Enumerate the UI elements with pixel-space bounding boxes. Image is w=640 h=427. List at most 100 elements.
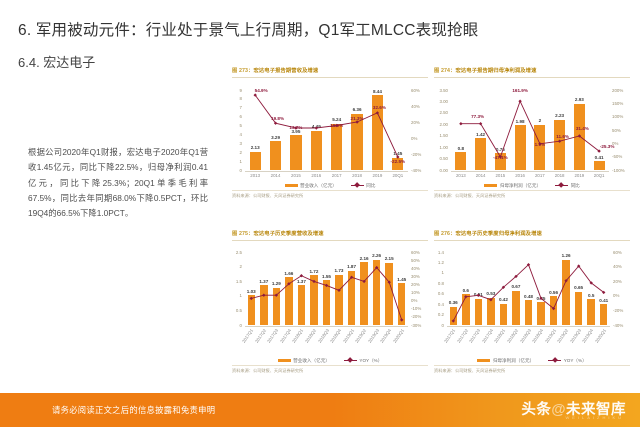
bar-value-label: 6.36: [352, 107, 362, 113]
y-axis-tick-left: 1: [239, 158, 242, 164]
legend-line-swatch-icon: [350, 184, 364, 187]
y-axis-tick-left: 1.00: [439, 144, 448, 150]
bar-value-label: 2.13: [250, 145, 260, 151]
bar: [322, 280, 331, 326]
y-axis-tick-right: -100%: [612, 167, 625, 173]
figure-title: 宏达电子报告期归母净利润及增速: [455, 68, 537, 74]
y-axis-tick-left: 8: [239, 96, 242, 102]
bar: [514, 125, 526, 171]
figure-number: 图 275：: [232, 231, 254, 237]
line-value-label: 54.9%: [254, 87, 268, 93]
x-axis-tick: 2013: [250, 173, 261, 178]
x-axis-tick: 2017: [534, 173, 545, 178]
bar-value-label: 1.45: [397, 276, 407, 282]
bar-value-label: 0.67: [511, 284, 521, 290]
x-axis-tick: 2018: [352, 173, 362, 178]
y-axis-tick-left: 1.4: [437, 249, 444, 255]
x-axis-tick: 2016: [515, 173, 526, 178]
bar: [392, 157, 404, 171]
bar-value-label: 2.16: [359, 255, 369, 261]
bar: [549, 296, 558, 326]
figure-number: 图 273：: [232, 68, 254, 74]
y-axis-tick-right: 10%: [411, 290, 420, 296]
y-axis-tick-right: 60%: [613, 249, 622, 255]
body-paragraph: 根据公司2020年Q1财报，宏达电子2020年Q1营收1.45亿元，同比下降22…: [28, 147, 208, 219]
bar-value-label: 0.76: [495, 146, 505, 152]
trend-line: [249, 265, 404, 322]
line-value-label: 11.6%: [556, 133, 570, 139]
legend-item-bar: 归母净利润（亿元）: [484, 183, 541, 189]
bar-value-label: 1.26: [561, 253, 571, 259]
y-axis-tick-left: 2.00: [439, 121, 448, 127]
y-axis-tick-right: 50%: [411, 257, 420, 263]
bar-value-label: 2.23: [555, 113, 565, 119]
x-axis-tick: 2014: [270, 173, 281, 178]
y-axis-tick-left: 0.00: [439, 167, 448, 173]
axis-baseline: [451, 170, 609, 172]
bar-value-label: 1.55: [322, 273, 331, 279]
bar: [449, 306, 458, 326]
bar-value-label: 0.56: [549, 289, 559, 295]
bar-value-label: 1.72: [309, 268, 319, 274]
line-value-label: 13.7%: [289, 124, 303, 130]
bar-value-label: 1.29: [271, 281, 281, 287]
y-axis-tick-left: 2.5: [235, 249, 242, 255]
y-axis-tick-left: 6: [239, 114, 242, 120]
bar: [512, 290, 520, 326]
x-axis-tick: 2013: [455, 173, 466, 178]
y-axis-tick-left: 1: [441, 270, 444, 276]
bar: [272, 287, 281, 326]
bar-value-label: 0.5: [587, 292, 595, 298]
bar: [574, 291, 583, 326]
bar: [474, 298, 483, 326]
y-axis-tick-left: 0.50: [439, 156, 448, 162]
legend-bar-swatch-icon: [277, 359, 291, 362]
plot-area-274: 3.50 3.00 2.50 2.00 1.50 1.00 0.50 0.00 200% 150%…: [434, 81, 630, 181]
bar: [587, 299, 595, 326]
bar-value-label: 0.53: [486, 291, 496, 297]
y-axis-tick-right: 20%: [411, 119, 420, 125]
chart-title-273: 图 273：宏达电子报告期营收及增速: [232, 66, 428, 78]
y-axis-tick-right: 0%: [411, 135, 418, 141]
y-axis-tick-left: 3.50: [439, 87, 448, 93]
y-axis-tick-left: 0.6: [437, 291, 444, 297]
y-axis-tick-left: 0: [239, 167, 242, 173]
bar: [310, 275, 318, 326]
y-axis-tick-left: 0.8: [437, 280, 444, 286]
bar: [554, 119, 566, 171]
bar: [269, 141, 282, 171]
bar: [494, 153, 506, 171]
legend-item-line: YOY（%）: [343, 358, 382, 364]
legend-item-bar: 归母净利润（亿元）: [477, 358, 534, 364]
legend-line-swatch-icon: [555, 184, 569, 187]
chart-legend-276: 归母净利润（亿元） YOY（%）: [434, 358, 630, 364]
y-axis-tick-right: 30%: [411, 273, 420, 279]
bar: [537, 302, 545, 326]
y-axis-tick-left: 0.2: [437, 312, 444, 318]
chart-source-274: 资料来源：公司财报、天风证券研究所: [434, 189, 630, 199]
bar: [249, 151, 261, 171]
bar: [351, 113, 363, 171]
line-value-label: 77.3%: [471, 114, 485, 120]
bar: [562, 259, 570, 326]
trend-line: [451, 262, 606, 323]
chart-panel-273: 图 273：宏达电子报告期营收及增速 9 8 7 6 5 4 3 2 1 0 60% 40% 20% 0%…: [232, 66, 428, 204]
bar-value-label: 0.41: [599, 297, 609, 303]
bar: [347, 270, 356, 326]
x-axis-tick: 2018: [554, 173, 565, 178]
x-axis-tick: 2019: [574, 173, 585, 178]
page-subtitle: 6.4. 宏达电子: [18, 55, 96, 70]
y-axis-tick-left: 3.00: [439, 98, 448, 104]
bar: [524, 300, 533, 326]
line-value-label: -25.3%: [599, 143, 615, 149]
bar-value-label: 1.87: [347, 264, 357, 270]
y-axis-tick-left: 1.2: [437, 259, 444, 265]
y-axis-tick-right: 150%: [612, 100, 624, 106]
bar: [331, 123, 343, 171]
chart-legend-274: 归母净利润（亿元） 同比: [434, 183, 630, 189]
bar-value-label: 2.93: [574, 97, 584, 103]
figure-number: 图 276：: [434, 231, 456, 237]
x-axis-tick: 2015: [291, 173, 301, 178]
y-axis-tick-right: 20%: [411, 281, 420, 287]
